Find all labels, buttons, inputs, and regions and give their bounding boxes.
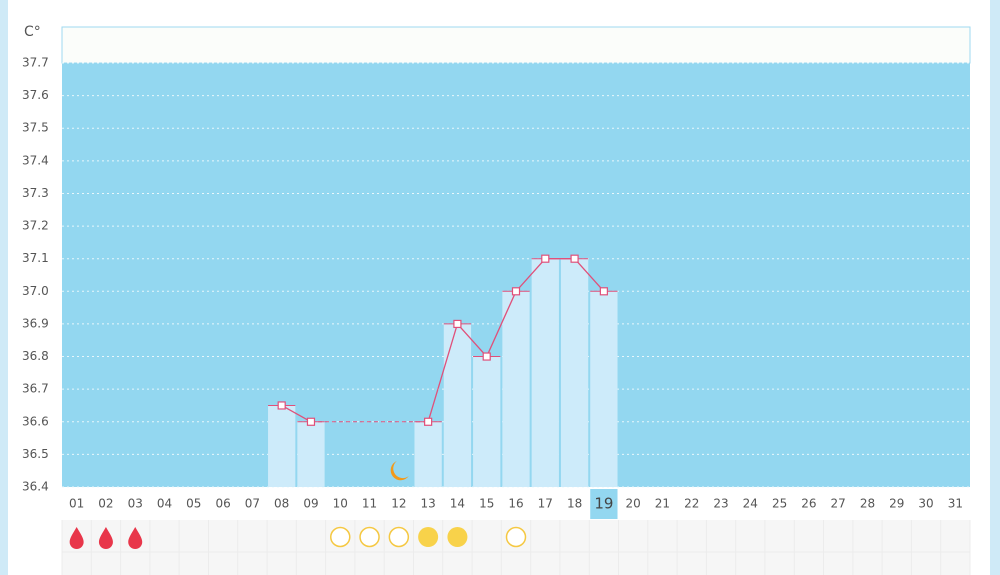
x-tick-label: 12: [391, 497, 406, 511]
x-tick-label: 30: [918, 497, 933, 511]
bar: [590, 291, 618, 487]
bar: [531, 258, 559, 487]
x-tick-label: 10: [333, 497, 348, 511]
x-tick-label: 20: [626, 497, 641, 511]
x-tick-label: 02: [98, 497, 113, 511]
y-tick-label: 37.0: [22, 284, 49, 298]
open-circle: [359, 526, 380, 548]
y-tick-label: 36.5: [22, 447, 49, 461]
x-tick-label: 16: [508, 497, 523, 511]
x-tick-label: 11: [362, 497, 377, 511]
x-tick-label: 25: [772, 497, 787, 511]
x-tick-label: 06: [215, 497, 230, 511]
y-tick-label: 37.1: [22, 251, 49, 265]
y-tick-label: 37.6: [22, 88, 49, 102]
point: [277, 401, 286, 410]
x-tick-label: 03: [128, 497, 143, 511]
x-tick-label: 19: [594, 495, 613, 513]
drop-icon: [128, 527, 143, 549]
x-tick-label: 28: [860, 497, 875, 511]
x-tick-label: 15: [479, 497, 494, 511]
x-tick-label: 01: [69, 497, 84, 511]
y-tick-label: 36.6: [22, 414, 49, 428]
x-tick-label: 24: [743, 497, 758, 511]
point: [541, 254, 550, 263]
x-tick-label: 07: [245, 497, 260, 511]
x-tick-label: 05: [186, 497, 201, 511]
filled-circle: [418, 527, 439, 547]
x-tick-label: 31: [948, 497, 963, 511]
point: [482, 352, 491, 361]
open-circle: [505, 526, 527, 548]
bar: [502, 291, 530, 487]
point: [599, 287, 608, 296]
point: [453, 319, 462, 329]
open-circle: [388, 526, 410, 548]
x-tick-label: 26: [801, 497, 816, 511]
x-tick-label: 14: [450, 497, 465, 511]
drop-icon: [98, 527, 113, 549]
x-tick-label: 13: [420, 497, 435, 511]
y-tick-label: 36.7: [22, 382, 49, 396]
y-unit: C°: [24, 24, 41, 40]
point: [570, 254, 579, 263]
y-tick-label: 37.3: [22, 186, 49, 200]
bar: [297, 421, 325, 487]
selected-day: [590, 489, 618, 519]
bar: [560, 258, 589, 487]
drop-icon: [69, 527, 84, 549]
top-band: [61, 26, 971, 64]
open-circle: [330, 526, 351, 548]
y-tick-label: 37.2: [22, 219, 49, 233]
bar: [268, 405, 296, 487]
x-tick-label: 09: [303, 497, 318, 511]
y-tick-label: 36.8: [22, 349, 49, 363]
moon-icon: [390, 461, 409, 481]
x-tick-label: 08: [274, 497, 289, 511]
x-tick-label: 17: [538, 497, 553, 511]
y-tick-label: 36.9: [22, 316, 49, 330]
bar: [414, 421, 442, 487]
x-tick-label: 22: [684, 497, 699, 511]
x-tick-label: 04: [157, 497, 172, 511]
bar: [473, 356, 501, 487]
point: [306, 417, 316, 426]
point: [511, 287, 521, 296]
y-tick-label: 37.4: [22, 153, 49, 167]
bar: [443, 323, 472, 487]
y-tick-label: 36.4: [22, 480, 49, 494]
y-tick-label: 37.5: [22, 121, 49, 135]
point: [424, 417, 433, 426]
x-tick-label: 23: [713, 497, 728, 511]
x-tick-label: 29: [889, 497, 904, 511]
x-tick-label: 18: [567, 497, 582, 511]
filled-circle: [447, 527, 468, 547]
x-tick-label: 21: [655, 497, 670, 511]
y-tick-label: 37.7: [22, 56, 49, 70]
x-tick-label: 27: [831, 497, 846, 511]
